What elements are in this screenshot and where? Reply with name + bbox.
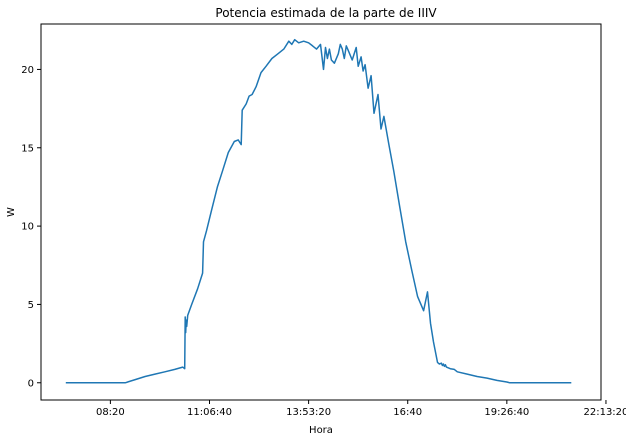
series-line xyxy=(65,38,572,384)
y-tick-label: 20 xyxy=(21,65,34,76)
plot-area-frame xyxy=(40,23,602,401)
x-tick-label: 08:20 xyxy=(96,407,125,418)
x-tick-label: 13:53:20 xyxy=(286,407,331,418)
x-axis: 08:20 11:06:40 13:53:20 16:40 19:26:40 22:13:… xyxy=(96,400,626,418)
x-axis-title: Hora xyxy=(309,425,333,436)
x-tick-label: 11:06:40 xyxy=(187,407,232,418)
y-tick-label: 0 xyxy=(28,378,34,389)
x-tick-label: 19:26:40 xyxy=(484,407,529,418)
y-tick-label: 10 xyxy=(21,222,34,233)
y-axis: 0 5 10 15 20 xyxy=(21,65,41,389)
x-tick-label: 16:40 xyxy=(393,407,422,418)
chart-title: Potencia estimada de la parte de IIIV xyxy=(215,6,437,20)
y-tick-label: 5 xyxy=(28,300,34,311)
x-tick-label: 22:13:20 xyxy=(583,407,626,418)
y-tick-label: 15 xyxy=(21,143,34,154)
y-axis-title: W xyxy=(6,207,17,217)
